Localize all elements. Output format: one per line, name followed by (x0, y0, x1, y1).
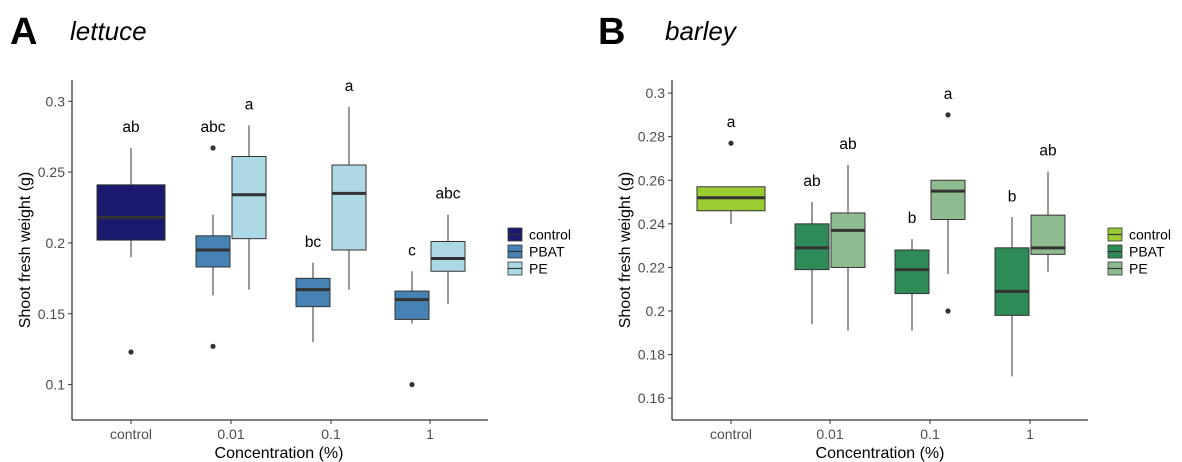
significance-letter: abc (201, 119, 226, 136)
panel-letter: B (598, 11, 625, 53)
significance-letter: ab (803, 173, 820, 190)
box-PBAT-1: c (394, 242, 430, 388)
box-control-control: a (696, 114, 766, 224)
box-PE-0.1: a (331, 78, 367, 290)
box-body (295, 277, 331, 308)
outlier-point (945, 308, 951, 314)
box-body (96, 184, 166, 241)
legend-item-PE: PE (507, 261, 548, 277)
x-tick-label: 1 (1026, 426, 1034, 442)
box-PE-1: ab (1030, 143, 1066, 272)
y-tick-label: 0.24 (638, 216, 665, 232)
box-PE-1: abc (430, 186, 466, 304)
significance-letter: ab (839, 136, 856, 153)
y-tick-label: 0.26 (638, 172, 665, 188)
box-body (930, 179, 966, 220)
significance-letter: ab (122, 119, 139, 136)
legend-label: control (1129, 227, 1171, 243)
y-tick-label: 0.3 (646, 85, 666, 101)
significance-letter: a (345, 78, 354, 95)
x-axis-title: Concentration (%) (215, 445, 344, 462)
legend-item-PBAT: PBAT (1107, 244, 1165, 260)
y-tick-label: 0.2 (46, 235, 66, 251)
y-tick-label: 0.1 (46, 377, 66, 393)
x-tick-label: 0.1 (321, 426, 341, 442)
box-PBAT-1: b (994, 188, 1030, 377)
outlier-point (210, 145, 216, 151)
panel-a: A lettuce 0.1 0.15 0.2 0.25 0.3 control 0.01 0.… (10, 11, 571, 462)
x-tick-label: control (110, 426, 152, 442)
chart-title: barley (665, 16, 738, 46)
panel-b: B barley 0.16 0.18 0.2 0.22 0.24 0.26 0.28 0.3 c… (598, 11, 1171, 462)
significance-letter: c (408, 242, 416, 259)
outlier-point (409, 381, 415, 388)
y-tick-label: 0.25 (38, 164, 65, 180)
outlier-point (128, 349, 134, 355)
box-body (394, 290, 430, 320)
significance-letter: b (1008, 188, 1017, 205)
significance-letter: abc (436, 186, 461, 203)
legend-label: control (529, 227, 571, 243)
y-tick-label: 0.16 (638, 390, 665, 406)
legend-item-PBAT: PBAT (507, 244, 565, 260)
significance-letter: ab (1039, 143, 1056, 160)
y-tick-label: 0.15 (38, 306, 65, 322)
box-body (430, 241, 466, 272)
box-PBAT-0.01: ab (794, 173, 830, 325)
legend-item-control: control (1107, 227, 1171, 243)
box-PE-0.01: a (231, 96, 267, 290)
box-PE-0.1: a (930, 86, 966, 314)
legend-label: PBAT (529, 244, 565, 260)
y-tick-label: 0.28 (638, 129, 665, 145)
significance-letter: bc (305, 234, 322, 251)
y-tick-label: 0.2 (646, 303, 666, 319)
plot-area: 0.16 0.18 0.2 0.22 0.24 0.26 0.28 0.3 control 0.0… (638, 80, 1088, 442)
box-PBAT-0.1: b (894, 210, 930, 331)
significance-letter: a (944, 86, 953, 103)
chart-title: lettuce (70, 16, 147, 46)
legend-item-control: control (507, 227, 571, 243)
panel-letter: A (10, 11, 37, 53)
box-body (894, 249, 930, 295)
box-PE-0.01: ab (830, 136, 866, 331)
significance-letter: a (245, 96, 254, 113)
box-PBAT-0.1: bc (295, 234, 331, 343)
outlier-point (945, 112, 951, 118)
box-PBAT-0.01: abc (195, 119, 231, 349)
box-control-control: ab (96, 119, 166, 355)
legend-item-PE: PE (1107, 261, 1148, 277)
significance-letter: a (727, 114, 736, 131)
box-body (231, 156, 267, 240)
x-tick-label: 1 (426, 426, 434, 442)
x-tick-label: 0.1 (920, 426, 940, 442)
box-body (830, 212, 866, 268)
legend-label: PBAT (1129, 244, 1165, 260)
box-body (331, 164, 367, 251)
y-axis-title: Shoot fresh weight (g) (617, 172, 634, 329)
box-body (994, 247, 1030, 316)
legend-label: PE (1129, 261, 1148, 277)
x-tick-label: 0.01 (217, 426, 244, 442)
y-tick-label: 0.22 (638, 259, 665, 275)
y-tick-label: 0.18 (638, 347, 665, 363)
x-tick-label: control (710, 426, 752, 442)
x-tick-label: 0.01 (816, 426, 843, 442)
y-axis-title: Shoot fresh weight (g) (17, 172, 34, 329)
legend-label: PE (529, 261, 548, 277)
outlier-point (210, 343, 216, 349)
outlier-point (728, 140, 734, 146)
x-axis-title: Concentration (%) (816, 445, 945, 462)
significance-letter: b (908, 210, 917, 227)
y-tick-label: 0.3 (46, 93, 66, 109)
